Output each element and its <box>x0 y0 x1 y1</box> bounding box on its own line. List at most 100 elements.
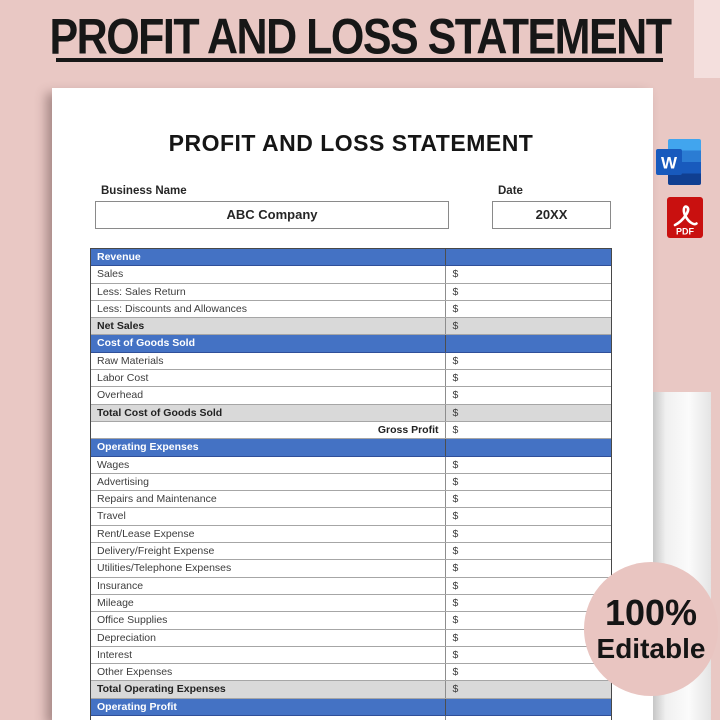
row-label: Total Cost of Goods Sold <box>97 406 223 419</box>
row-label: Mileage <box>97 596 134 609</box>
pdf-file-icon: PDF <box>667 197 703 238</box>
table-row: Insurance $ <box>91 577 612 595</box>
table-row: Less: Discounts and Allowances $ <box>91 300 612 319</box>
row-amount-cell[interactable]: $ <box>444 473 612 491</box>
table-row: Depreciation $ <box>91 629 612 647</box>
section-title: Operating Profit <box>97 700 177 713</box>
date-field[interactable]: 20XX <box>492 201 611 229</box>
table-row: Wages $ <box>91 456 612 474</box>
row-amount-cell[interactable]: $ <box>444 421 612 439</box>
table-row: Interest $ <box>91 646 612 665</box>
table-row: Travel $ <box>91 508 612 526</box>
row-label: Overhead <box>97 389 144 402</box>
row-amount-cell[interactable]: $ <box>444 664 612 681</box>
row-label: Delivery/Freight Expense <box>97 545 215 558</box>
table-row: Gross Profit $ <box>91 421 612 440</box>
pl-table: Revenue Sales $ Less: Sales Return $ Less: Di… <box>90 248 612 720</box>
word-letter: W <box>661 154 678 173</box>
row-amount-cell[interactable]: $ <box>444 629 612 646</box>
row-amount-cell <box>444 249 612 266</box>
pdf-label: PDF <box>676 227 695 237</box>
table-row: Rent/Lease Expense $ <box>91 525 612 544</box>
row-amount-cell[interactable]: $ <box>444 543 612 560</box>
row-label: Repairs and Maintenance <box>97 493 217 506</box>
table-row: Overhead $ <box>91 387 612 405</box>
table-row: Sales $ <box>91 266 612 284</box>
row-amount-cell[interactable]: $ <box>444 560 612 577</box>
row-amount-cell[interactable]: $ <box>444 681 612 698</box>
table-row: Advertising $ <box>91 473 612 492</box>
row-amount-cell[interactable]: $ <box>444 370 612 387</box>
row-amount-cell[interactable]: $ <box>444 318 612 335</box>
table-row: Labor Cost $ <box>91 370 612 388</box>
table-row: Office Supplies $ <box>91 612 612 630</box>
row-amount-cell[interactable]: $ <box>444 352 612 370</box>
row-label: Travel <box>97 510 126 523</box>
table-row: Delivery/Freight Expense $ <box>91 543 612 561</box>
row-amount-cell[interactable]: $ <box>444 577 612 594</box>
date-label: Date <box>498 185 523 197</box>
row-amount-cell[interactable]: $ <box>444 525 612 543</box>
section-title: Operating Expenses <box>97 441 199 454</box>
row-amount-cell[interactable]: $ <box>444 404 612 421</box>
section-header-row: Operating Expenses <box>91 439 612 457</box>
row-label <box>91 716 445 720</box>
row-amount-cell[interactable]: $ <box>444 387 612 404</box>
table-row <box>91 716 611 720</box>
row-label: Other Expenses <box>97 666 173 679</box>
row-amount-cell[interactable] <box>444 716 612 720</box>
row-amount-cell[interactable]: $ <box>444 508 612 525</box>
table-row: Mileage $ <box>91 594 612 613</box>
business-name-field[interactable]: ABC Company <box>95 201 449 229</box>
row-amount-cell[interactable]: $ <box>444 594 612 612</box>
row-amount-cell[interactable]: $ <box>444 491 612 508</box>
row-label: Gross Profit <box>377 423 439 436</box>
acrobat-glyph <box>673 205 698 227</box>
table-row: Other Expenses $ <box>91 664 612 682</box>
corner-patch <box>694 0 720 78</box>
row-amount-cell[interactable]: $ <box>444 300 612 318</box>
row-amount-cell[interactable]: $ <box>444 266 612 283</box>
row-label: Utilities/Telephone Expenses <box>97 562 232 575</box>
section-header-row: Operating Profit <box>91 698 612 717</box>
row-label: Interest <box>97 648 133 661</box>
row-amount-cell[interactable]: $ <box>444 456 612 473</box>
row-label: Total Operating Expenses <box>97 683 226 696</box>
section-title: Cost of Goods Sold <box>97 337 195 350</box>
table-row: Total Cost of Goods Sold $ <box>91 404 612 422</box>
editable-badge: 100% Editable <box>584 562 718 696</box>
table-row: Raw Materials $ <box>91 352 612 371</box>
badge-word: Editable <box>596 632 706 664</box>
business-name-label: Business Name <box>101 185 187 197</box>
banner-underline <box>56 58 663 62</box>
section-header-row: Revenue <box>91 249 612 267</box>
section-header-row: Cost of Goods Sold <box>91 335 612 353</box>
table-row: Less: Sales Return $ <box>91 283 612 301</box>
row-label: Depreciation <box>97 631 156 644</box>
row-label: Raw Materials <box>97 354 164 367</box>
row-label: Net Sales <box>97 320 145 333</box>
row-amount-cell[interactable]: $ <box>444 283 612 300</box>
table-row: Net Sales $ <box>91 318 612 336</box>
word-letter-tile <box>656 149 682 175</box>
word-file-icon: W <box>656 138 702 186</box>
row-label: Office Supplies <box>97 614 168 627</box>
row-amount-cell[interactable]: $ <box>444 646 612 664</box>
row-label: Insurance <box>97 579 144 592</box>
row-amount-cell <box>444 698 612 716</box>
word-page-gradient <box>668 139 701 185</box>
row-label: Less: Discounts and Allowances <box>97 302 247 315</box>
row-label: Wages <box>97 458 130 471</box>
banner-title: PROFIT AND LOSS STATEMENT <box>49 9 672 66</box>
table-row: Repairs and Maintenance $ <box>91 491 612 509</box>
table-row: Utilities/Telephone Expenses $ <box>91 560 612 578</box>
row-amount-cell <box>444 439 612 456</box>
row-label: Less: Sales Return <box>97 285 186 298</box>
row-amount-cell <box>444 335 612 352</box>
row-amount-cell[interactable]: $ <box>444 612 612 629</box>
section-title: Revenue <box>97 251 141 263</box>
row-label: Labor Cost <box>97 372 149 385</box>
row-label: Sales <box>97 268 124 281</box>
document-title: PROFIT AND LOSS STATEMENT <box>168 130 534 156</box>
